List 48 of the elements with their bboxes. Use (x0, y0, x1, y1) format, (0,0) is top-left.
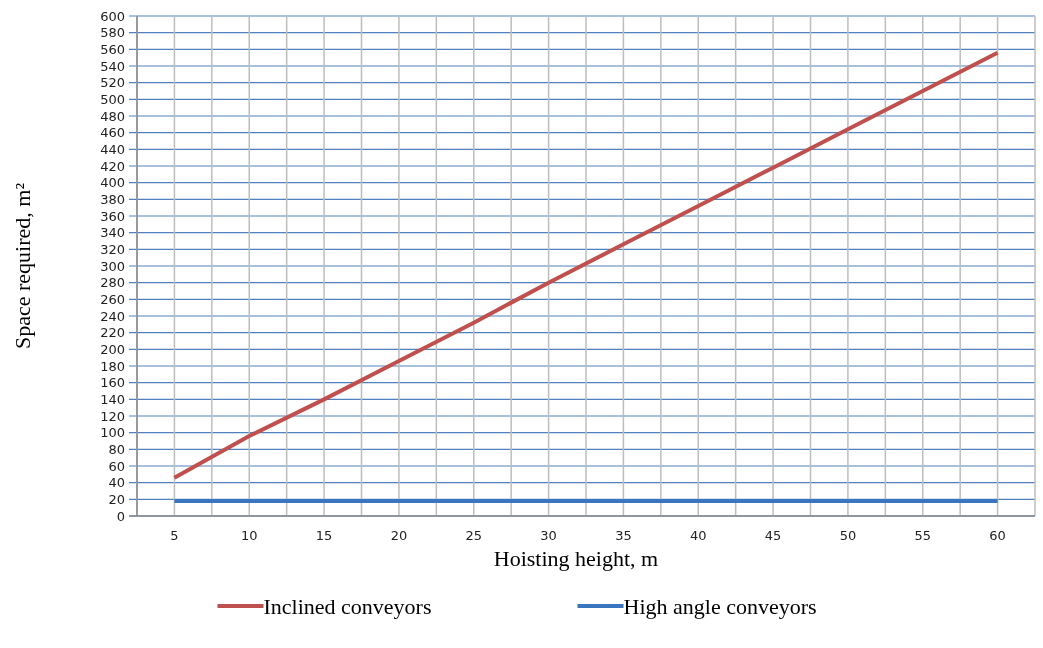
y-tick-label: 200 (100, 341, 125, 357)
y-axis-title: Space required, m² (10, 182, 35, 350)
y-tick-label: 40 (108, 475, 125, 491)
x-tick-label: 45 (764, 528, 782, 543)
x-tick-label: 35 (615, 528, 632, 543)
x-tick-label: 40 (689, 528, 707, 543)
y-tick-label: 480 (100, 108, 125, 124)
y-tick-label: 580 (100, 25, 125, 41)
legend-label: Inclined conveyors (263, 593, 432, 619)
x-tick-label: 15 (315, 528, 333, 543)
y-tick-label: 600 (100, 8, 125, 24)
y-tick-label: 540 (100, 58, 125, 74)
y-tick-label: 260 (100, 291, 125, 307)
y-tick-label: 220 (100, 325, 125, 341)
y-tick-label: 560 (100, 41, 125, 57)
x-tick-label: 5 (170, 528, 179, 543)
y-tick-label: 0 (116, 508, 125, 524)
y-tick-label: 320 (100, 241, 125, 257)
y-tick-label: 20 (108, 491, 125, 507)
y-tick-label: 160 (100, 375, 125, 391)
y-tick-label: 500 (100, 91, 125, 107)
y-tick-label: 60 (108, 458, 125, 474)
y-tick-label: 520 (100, 75, 125, 91)
x-tick-label: 10 (240, 528, 258, 543)
legend-label: High angle conveyors (623, 593, 817, 619)
y-tick-label: 300 (100, 258, 125, 274)
y-tick-label: 120 (100, 408, 125, 424)
y-tick-label: 240 (100, 308, 125, 324)
y-tick-label: 460 (100, 125, 125, 141)
x-tick-label: 60 (989, 528, 1006, 543)
x-tick-label: 55 (914, 528, 932, 543)
y-tick-label: 440 (100, 141, 125, 157)
y-tick-label: 360 (100, 208, 125, 224)
y-tick-label: 380 (100, 191, 125, 207)
x-axis-title: Hoisting height, m (493, 546, 659, 571)
y-tick-label: 140 (100, 391, 125, 407)
x-tick-label: 20 (390, 528, 408, 543)
x-tick-label: 25 (465, 528, 483, 543)
y-tick-label: 100 (100, 425, 125, 441)
line-series (172, 50, 1000, 480)
x-tick-label: 50 (839, 528, 857, 543)
y-tick-label: 280 (100, 275, 125, 291)
x-tick-label: 30 (540, 528, 557, 543)
y-tick-label: 400 (100, 175, 125, 191)
y-tick-label: 340 (100, 225, 125, 241)
y-tick-label: 420 (100, 158, 125, 174)
y-tick-label: 80 (108, 441, 125, 457)
y-tick-label: 180 (100, 358, 125, 374)
